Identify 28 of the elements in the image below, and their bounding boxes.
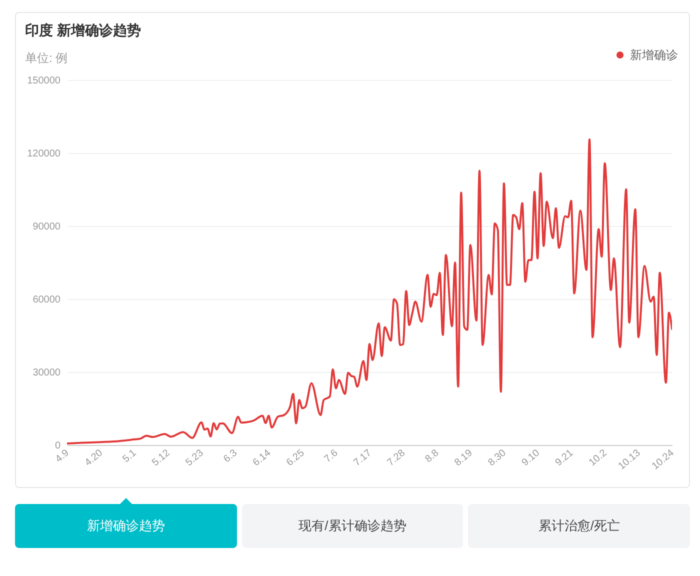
x-tick-label: 6.3 <box>222 447 240 466</box>
tab-button: 新增确诊趋势 <box>15 504 237 548</box>
x-tick-label: 5.1 <box>120 447 139 466</box>
line-series <box>67 138 672 445</box>
x-tick-label: 8.30 <box>486 447 509 469</box>
legend-label: 新增确诊 <box>630 48 678 62</box>
tab-button: 现有/累计确诊趋势 <box>242 504 464 548</box>
y-tick-label: 90000 <box>32 222 61 232</box>
chart-subtitle: 单位: 例 <box>25 51 68 65</box>
x-tick-label: 5.23 <box>184 447 206 469</box>
x-tick-label: 7.6 <box>322 447 341 466</box>
x-tick-label: 8.19 <box>452 447 476 469</box>
tab-button: 累计治愈/死亡 <box>468 504 690 548</box>
x-tick-label: 4.20 <box>82 447 106 469</box>
x-tick-label: 5.12 <box>150 447 173 469</box>
y-tick-label: 60000 <box>32 294 61 306</box>
x-tick-label: 10.2 <box>587 447 610 469</box>
x-tick-label: 9.21 <box>554 447 576 469</box>
chart-title: 印度 新增确诊趋势 <box>25 22 141 38</box>
y-tick-label: 30000 <box>32 368 61 378</box>
x-tick-label: 6.14 <box>251 447 274 469</box>
x-tick-label: 7.17 <box>352 447 374 469</box>
x-tick-label: 6.25 <box>284 447 307 469</box>
x-tick-label: 8.8 <box>423 447 442 466</box>
x-tick-label: 9.10 <box>520 447 542 469</box>
y-tick-label: 120000 <box>27 148 61 160</box>
y-tick-label: 150000 <box>27 76 61 86</box>
x-tick-label: 7.28 <box>385 447 408 469</box>
